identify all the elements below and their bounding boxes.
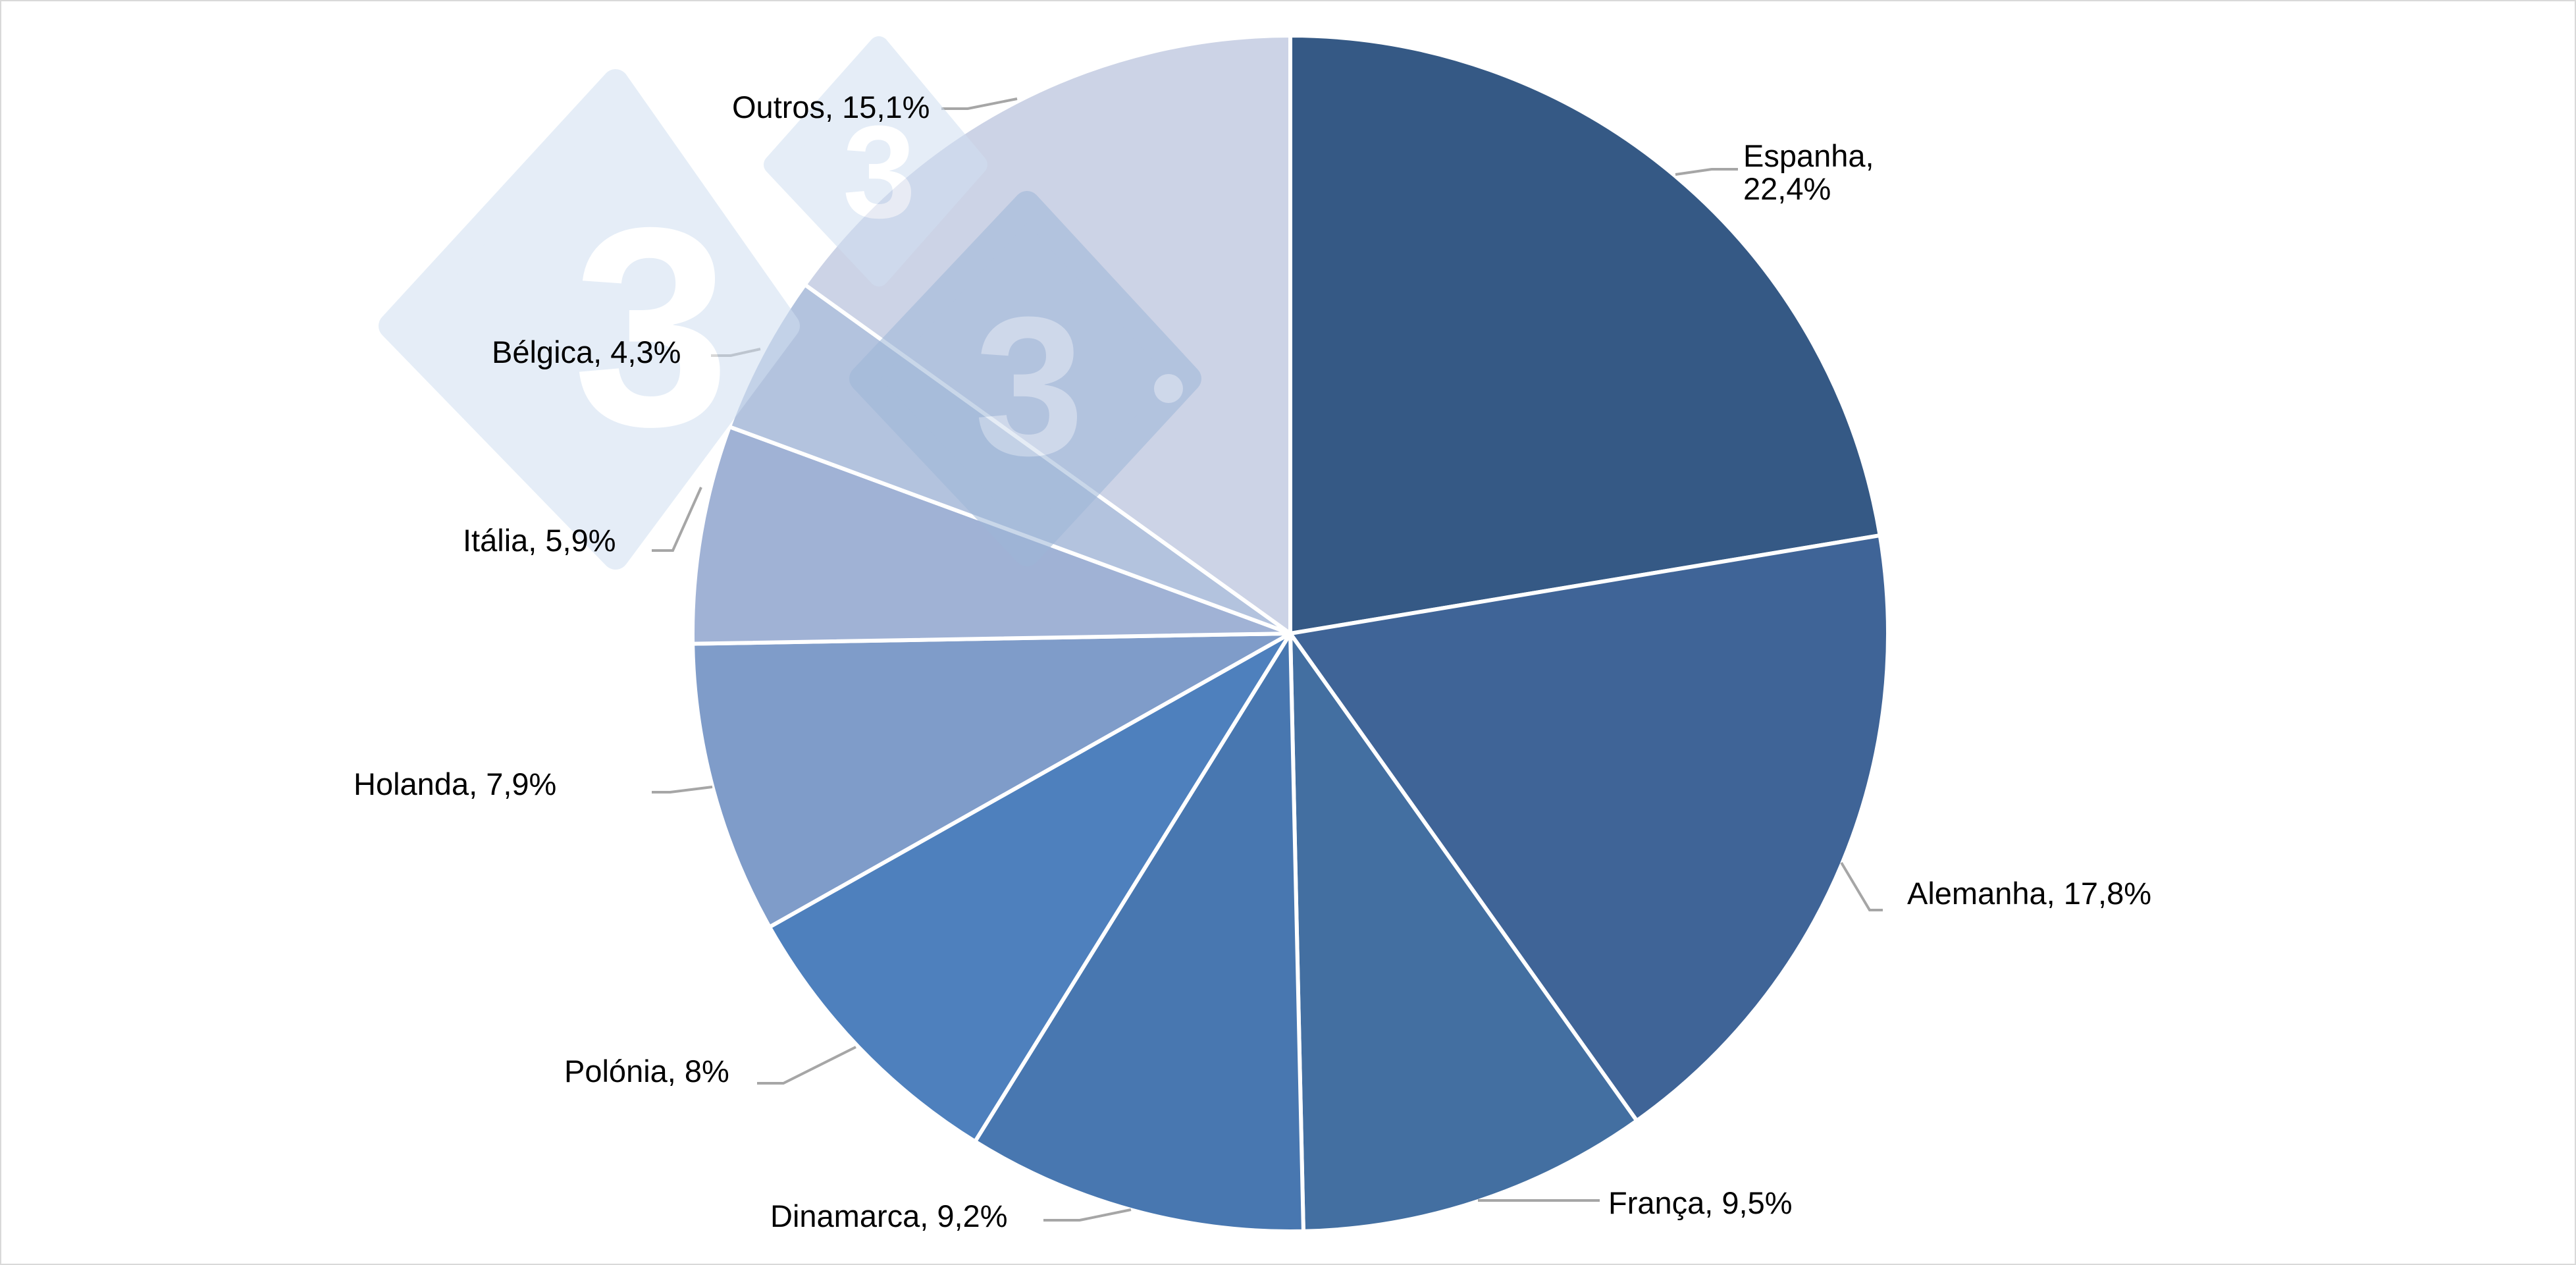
pie-slice-itália [691, 425, 1292, 646]
svg-text:3: 3 [573, 169, 730, 485]
watermark-logo-large: 3 [379, 69, 800, 570]
svg-text:3: 3 [843, 99, 916, 246]
label-polonia: Polónia, 8% [564, 1054, 729, 1089]
watermark-logo-small: 3 [764, 36, 987, 286]
pie-slice-dinamarca [973, 632, 1305, 1233]
label-holanda: Holanda, 7,9% [354, 767, 557, 801]
svg-text:3: 3 [974, 275, 1084, 497]
leader-italia [652, 487, 702, 552]
label-belgica: Bélgica, 4,3% [492, 335, 681, 369]
leader-lines [652, 97, 1883, 1222]
label-espanha-name: Espanha, [1743, 138, 1874, 173]
leader-dinamarca [1043, 1208, 1132, 1222]
label-espanha: Espanha, 22,4% [1743, 140, 1874, 205]
pie-slice-polónia [767, 632, 1292, 1144]
label-outros: Outros, 15,1% [732, 90, 930, 124]
label-italia: Itália, 5,9% [463, 523, 616, 558]
leader-outros [941, 97, 1018, 110]
watermark-logos: 3 3 3 [379, 36, 1201, 570]
label-franca: França, 9,5% [1608, 1185, 1793, 1220]
leader-holanda [652, 786, 713, 794]
leader-polonia [757, 1046, 856, 1085]
leader-alemanha [1840, 861, 1883, 911]
label-alemanha: Alemanha, 17,8% [1907, 876, 2152, 911]
pie-slice-espanha [1288, 34, 1882, 635]
label-espanha-value: 22,4% [1743, 171, 1831, 206]
watermark-logo-medium: 3 [849, 191, 1201, 566]
label-dinamarca: Dinamarca, 9,2% [770, 1198, 1008, 1233]
pie-slice-holanda [691, 632, 1292, 929]
leader-espanha [1675, 168, 1738, 176]
